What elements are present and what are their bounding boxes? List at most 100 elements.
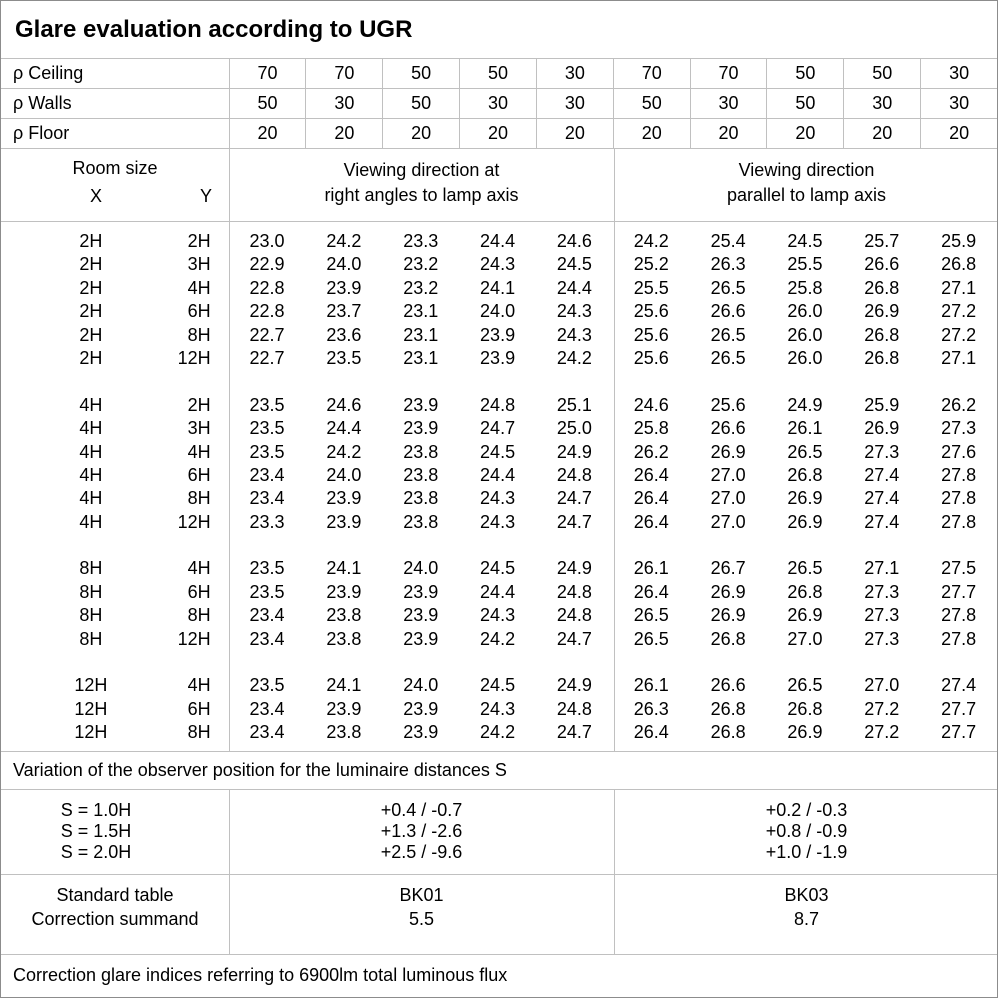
ugr-value-parallel: 26.5 (633, 628, 669, 649)
ugr-value-parallel: 26.9 (864, 418, 900, 439)
ugr-data-row: 12H 6H 23.4 23.9 23.9 24.3 24.8 26.3 26.8 26.8 27.… (1, 698, 997, 721)
ugr-value-parallel: 26.8 (941, 254, 977, 275)
column-divider (229, 875, 230, 954)
ugr-value-perpendicular: 23.9 (326, 511, 362, 532)
ugr-value-perpendicular: 24.8 (556, 605, 592, 626)
ugr-value-parallel: 26.4 (633, 511, 669, 532)
ugr-value-parallel: 26.4 (633, 464, 669, 485)
room-x-value: 8H (79, 628, 103, 649)
ugr-value-perpendicular: 24.9 (556, 558, 592, 579)
ugr-value-parallel: 26.0 (787, 324, 823, 345)
room-y-value: 8H (187, 722, 211, 743)
ugr-value-perpendicular: 24.9 (556, 675, 592, 696)
ugr-value-parallel: 26.9 (787, 511, 823, 532)
ugr-value-perpendicular: 24.1 (326, 558, 362, 579)
ugr-value-parallel: 27.3 (941, 418, 977, 439)
reflectance-value: 20 (305, 119, 382, 148)
ugr-value-parallel: 25.5 (787, 254, 823, 275)
reflectance-value: 50 (382, 59, 459, 88)
ugr-value-parallel: 26.6 (864, 254, 900, 275)
ugr-data-row: 4H 6H 23.4 24.0 23.8 24.4 24.8 26.4 27.0 26.8 27.4… (1, 464, 997, 487)
ugr-value-parallel: 24.6 (633, 394, 669, 415)
ugr-value-perpendicular: 24.5 (556, 254, 592, 275)
s-correction-perpendicular: +0.4 / -0.7 (380, 800, 463, 820)
ugr-value-parallel: 26.2 (633, 441, 669, 462)
ugr-block: 8H 4H 23.5 24.1 24.0 24.5 24.9 26.1 26.7 26.5 27.1… (1, 557, 997, 651)
ugr-value-perpendicular: 23.4 (249, 722, 285, 743)
ugr-data-row: 4H 2H 23.5 24.6 23.9 24.8 25.1 24.6 25.6 24.9 25.9… (1, 394, 997, 417)
column-divider (614, 875, 615, 954)
variation-note: Variation of the observer position for t… (13, 760, 507, 780)
ugr-value-perpendicular: 23.9 (326, 277, 362, 298)
ugr-value-perpendicular: 24.4 (556, 277, 592, 298)
ugr-value-parallel: 27.0 (710, 488, 746, 509)
ugr-value-parallel: 25.7 (864, 231, 900, 251)
ugr-value-parallel: 26.8 (787, 581, 823, 602)
ugr-value-perpendicular: 24.7 (556, 488, 592, 509)
ugr-value-perpendicular: 23.8 (403, 464, 439, 485)
ugr-value-parallel: 26.5 (633, 605, 669, 626)
ugr-value-perpendicular: 24.2 (326, 441, 362, 462)
header-line: parallel to lamp axis (726, 185, 887, 205)
ugr-block: 12H 4H 23.5 24.1 24.0 24.5 24.9 26.1 26.6 26.5 27.… (1, 674, 997, 744)
ugr-value-perpendicular: 24.0 (403, 558, 439, 579)
ugr-value-parallel: 25.2 (633, 254, 669, 275)
ugr-value-perpendicular: 23.9 (403, 605, 439, 626)
ugr-value-perpendicular: 23.9 (326, 581, 362, 602)
room-y-value: 8H (187, 324, 211, 345)
ugr-value-perpendicular: 22.9 (249, 254, 285, 275)
room-x-value: 4H (79, 511, 103, 532)
reflectance-value: 50 (766, 59, 843, 88)
ugr-value-parallel: 27.0 (787, 628, 823, 649)
viewing-direction-perpendicular-header: Viewing direction at right angles to lam… (229, 158, 614, 208)
header-line: Viewing direction (738, 160, 875, 180)
ugr-value-parallel: 27.6 (941, 441, 977, 462)
ugr-value-parallel: 25.5 (633, 277, 669, 298)
ugr-value-perpendicular: 23.5 (249, 394, 285, 415)
s-correction-perpendicular: +1.3 / -2.6 (380, 821, 463, 841)
ugr-value-perpendicular: 24.8 (556, 581, 592, 602)
ugr-value-perpendicular: 24.3 (480, 511, 516, 532)
reflectance-value: 20 (382, 119, 459, 148)
ugr-value-perpendicular: 24.3 (480, 254, 516, 275)
ugr-value-parallel: 26.0 (787, 347, 823, 368)
reflectance-value: 20 (612, 119, 690, 148)
ugr-data-row: 2H 8H 22.7 23.6 23.1 23.9 24.3 25.6 26.5 26.0 26.8… (1, 324, 997, 347)
ugr-value-perpendicular: 23.8 (403, 488, 439, 509)
standard-section-value-perpendicular: 5.5 (408, 909, 435, 929)
s-distance-label: S = 1.5H (60, 821, 132, 841)
room-x-value: 2H (79, 301, 103, 322)
ugr-value-perpendicular: 24.3 (480, 488, 516, 509)
ugr-value-perpendicular: 23.1 (403, 347, 439, 368)
room-y-value: 2H (187, 231, 211, 251)
room-x-value: 4H (79, 488, 103, 509)
ugr-value-perpendicular: 24.8 (480, 394, 516, 415)
standard-section-value-perpendicular: BK01 (399, 885, 444, 905)
ugr-value-parallel: 26.8 (710, 698, 746, 719)
reflectance-row: ρ Walls 50 30 50 30 30 50 30 50 30 30 (1, 89, 997, 119)
ugr-value-perpendicular: 24.5 (480, 441, 516, 462)
column-divider (229, 222, 230, 751)
ugr-value-perpendicular: 23.9 (403, 628, 439, 649)
reflectance-value: 50 (612, 89, 690, 118)
ugr-data-row: 4H 8H 23.4 23.9 23.8 24.3 24.7 26.4 27.0 26.9 27.4… (1, 487, 997, 510)
ugr-value-parallel: 26.9 (710, 441, 746, 462)
ugr-value-perpendicular: 22.8 (249, 277, 285, 298)
ugr-value-perpendicular: 24.2 (480, 628, 516, 649)
ugr-value-parallel: 27.8 (941, 628, 977, 649)
ugr-block: 4H 2H 23.5 24.6 23.9 24.8 25.1 24.6 25.6 24.9 25.9… (1, 394, 997, 534)
ugr-value-parallel: 27.0 (710, 464, 746, 485)
standard-table-labels: Standard table Correction summand (1, 883, 229, 931)
ugr-value-parallel: 26.9 (864, 301, 900, 322)
room-y-value: 12H (177, 347, 211, 368)
s-distance-labels: S = 1.0H S = 1.5H S = 2.0H (1, 800, 191, 863)
ugr-value-parallel: 25.8 (787, 277, 823, 298)
ugr-value-perpendicular: 24.8 (556, 464, 592, 485)
room-y-value: 2H (187, 394, 211, 415)
ugr-value-perpendicular: 24.8 (556, 698, 592, 719)
room-y-value: 6H (187, 581, 211, 602)
room-y-value: 6H (187, 698, 211, 719)
ugr-data-row: 12H 8H 23.4 23.8 23.9 24.2 24.7 26.4 26.8 26.9 27.… (1, 721, 997, 744)
reflectance-value: 30 (459, 89, 536, 118)
